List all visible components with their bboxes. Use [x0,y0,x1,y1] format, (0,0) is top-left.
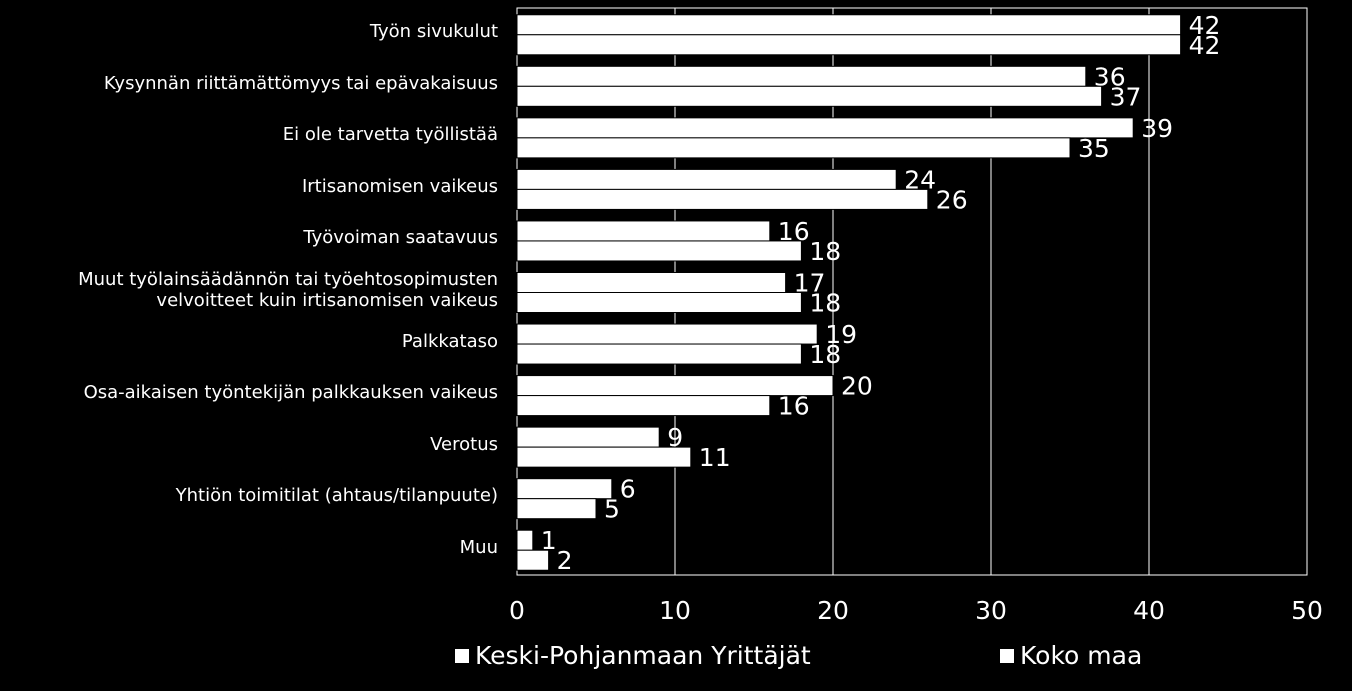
data-label: 2 [557,546,573,575]
data-label: 37 [1110,82,1142,111]
category-label: Työvoiman saatavuus [303,227,498,249]
bar [516,34,1182,56]
bar [516,85,1103,107]
x-tick-label: 50 [1291,596,1323,625]
x-tick-label: 20 [817,596,849,625]
bar [516,395,771,417]
legend-swatch [455,648,469,663]
data-label: 18 [809,289,841,318]
data-label: 6 [620,475,636,504]
legend-label: Koko maa [1020,641,1143,670]
data-label: 5 [604,495,620,524]
bar [516,426,660,448]
category-label: Verotus [430,433,498,455]
bar [516,549,550,571]
data-label: 42 [1189,11,1221,40]
bar [516,292,802,313]
bar [516,220,771,242]
data-label: 19 [825,320,857,349]
category-label: Osa-aikaisen työntekijän palkkauksen vai… [83,382,498,404]
category-label: Muut työlainsäädännön tai työehtosopimus… [78,268,498,311]
data-label: 11 [699,443,731,472]
data-label: 42 [1189,31,1221,60]
bar [516,478,613,500]
bar [516,65,1087,87]
bar [516,529,534,551]
category-label: Irtisanomisen vaikeus [301,175,498,197]
data-label: 20 [841,372,873,401]
data-label: 26 [936,185,968,214]
bar [516,137,1071,159]
category-label: Työn sivukulut [369,21,498,43]
bar [516,168,897,190]
x-tick-label: 10 [659,596,691,625]
bar [516,498,597,520]
bar [516,446,692,468]
x-tick-label: 30 [975,596,1007,625]
legend-label: Keski-Pohjanmaan Yrittäjät [475,641,811,670]
legend-swatch [1000,648,1014,663]
legend-item-koko-maa: Koko maa [1000,641,1142,670]
data-label: 18 [809,237,841,266]
bar [516,14,1182,36]
category-label: Ei ole tarvetta työllistää [282,124,498,146]
data-label: 1 [541,526,557,555]
x-tick-label: 40 [1133,596,1165,625]
bar [516,323,818,345]
bar [516,343,802,365]
data-label: 16 [778,392,810,421]
legend-item-keski-pohjanmaa: Keski-Pohjanmaan Yrittäjät [455,641,811,670]
bar [516,117,1134,139]
bar [516,240,802,262]
bar [516,188,929,210]
category-label: Muu [459,536,498,558]
data-label: 9 [667,423,683,452]
data-label: 39 [1141,114,1173,143]
bar [516,272,787,293]
data-label: 35 [1078,134,1110,163]
category-label: Palkkataso [401,330,498,352]
x-tick-label: 0 [509,596,525,625]
category-label: Yhtiön toimitilat (ahtaus/tilanpuute) [175,485,498,507]
data-label: 18 [809,340,841,369]
category-label: Kysynnän riittämättömyys tai epävakaisuu… [103,72,498,94]
